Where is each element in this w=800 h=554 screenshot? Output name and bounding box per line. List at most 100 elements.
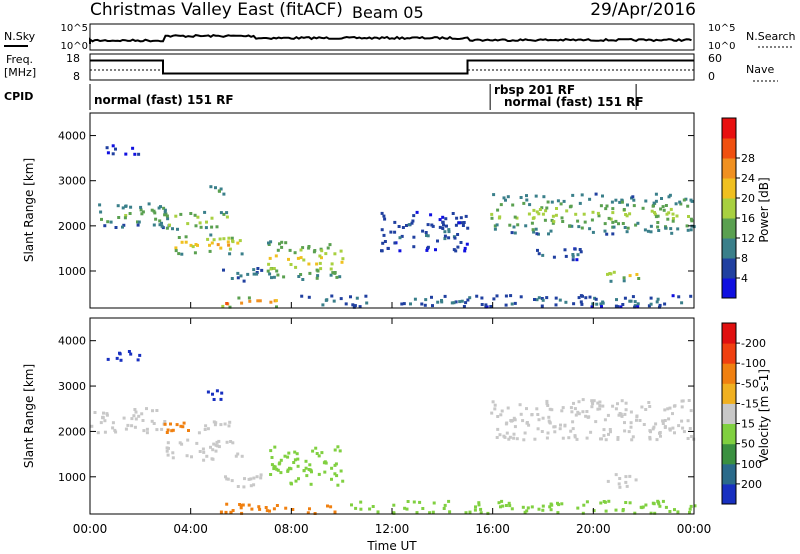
vel-cells-cell-432 [592, 509, 596, 513]
vel-cells-cell-209 [507, 437, 511, 441]
power-cells-cell-333 [582, 212, 586, 216]
vel-cells-cell-287 [525, 421, 529, 424]
vel-cells-cell-320 [558, 427, 562, 431]
power-cells-cell-61 [204, 226, 208, 230]
vel-cells-cell-375 [239, 506, 243, 510]
power-cells-cell-35 [137, 220, 141, 224]
vel-cells-cell-371 [618, 477, 622, 480]
power-cells-cell-87 [210, 241, 214, 245]
power-cells-cell-453 [689, 217, 693, 221]
power-cells-cell-364 [559, 202, 563, 206]
vel-cells-cell-491 [468, 510, 472, 514]
power-cells-cell-451 [538, 208, 542, 211]
power-cells-cell-516 [621, 303, 625, 306]
vel-cells-cell-42 [170, 429, 174, 433]
power-cells-cell-283 [510, 231, 514, 235]
power-cells-cell-358 [607, 216, 611, 220]
vel-cells-cell-41 [181, 425, 185, 429]
vel-cells-cell-160 [286, 468, 290, 472]
vel-cells-cell-444 [464, 511, 468, 515]
vel-cells-cell-382 [231, 509, 235, 512]
power-cells-cell-466 [552, 255, 556, 259]
power-axes-ytick-label-2: 3000 [58, 175, 86, 188]
power-cells-cell-23 [154, 217, 158, 221]
velocity-axes: 1000 2000 3000 4000 [58, 335, 694, 484]
power-cells-cell-97 [180, 240, 184, 244]
power-cells-cell-86 [236, 241, 240, 245]
vel-cells-cell-481 [599, 501, 603, 505]
vel-cells-cell-499 [119, 358, 123, 362]
power-cells-cell-229 [429, 213, 433, 217]
vel-cells-cell-120 [273, 445, 277, 449]
vel-cells-cell-459 [421, 507, 425, 510]
vel-cells-cell-112 [317, 472, 321, 476]
vel-cells-cell-201 [590, 405, 594, 409]
vel-cells-cell-501 [138, 353, 142, 357]
vel-cells-cell-309 [623, 429, 627, 433]
power-cells-cell-535 [509, 294, 513, 298]
power-cells-cell-299 [516, 223, 520, 227]
vel-cells-cell-416 [688, 510, 691, 514]
vel-cells-cell-149 [314, 446, 318, 450]
vel-cells-cell-412 [624, 501, 628, 504]
vel-cells-cell-166 [336, 445, 340, 449]
vel-cells-cell-348 [682, 430, 686, 434]
vel-cells-cell-496 [431, 510, 435, 514]
power-cells-cell-39 [121, 206, 125, 210]
vel-cells-cell-268 [661, 419, 665, 423]
vel-cells-cell-245 [627, 430, 631, 434]
vel-cells-cell-37 [113, 428, 117, 432]
power-cells-cell-367 [657, 229, 661, 232]
vel-cells-cell-241 [545, 402, 549, 406]
power-cells-cell-300 [544, 209, 548, 213]
power-cells-cell-540 [413, 297, 417, 301]
power-cells-cell-0 [103, 224, 107, 228]
power-cells-cell-253 [441, 227, 445, 230]
power-cells-cell-84 [218, 237, 222, 241]
vel-axes-ytick-label-1: 2000 [58, 425, 86, 438]
power-cells-cell-158 [320, 249, 324, 253]
power-cells-cell-569 [440, 299, 443, 302]
power-cells-cell-492 [454, 300, 458, 304]
power-cells-cell-64 [189, 212, 193, 215]
vel-cells-cell-195 [630, 438, 634, 442]
power-cells-cell-89 [174, 246, 178, 250]
power-cells-cell-564 [485, 305, 489, 309]
vel-cells-cell-115 [295, 452, 299, 456]
vel-cells-cell-345 [502, 434, 506, 438]
power-cells-cell-417 [528, 203, 532, 207]
power-colorbar: 4 8 12 16 20 24 28 [721, 117, 755, 299]
power-cells-cell-340 [669, 227, 673, 231]
power-cells-cell-222 [465, 242, 469, 246]
power-cells-cell-593 [344, 302, 348, 306]
vel-cells-cell-299 [677, 424, 681, 428]
power-cells-cell-202 [444, 217, 448, 221]
power-cells-cell-574 [615, 298, 618, 302]
vel-cells-cell-261 [581, 398, 585, 402]
vel-cells-cell-362 [608, 428, 612, 431]
power-cells-cell-512 [330, 294, 334, 298]
vel-cells-cell-173 [247, 477, 251, 481]
noise-tick-bottom-right: 10^0 [708, 41, 735, 52]
power-cells-cell-369 [550, 200, 554, 204]
vel-cells-cell-244 [577, 412, 581, 416]
power-cells-cell-511 [450, 301, 454, 305]
power-cells-cell-586 [480, 303, 484, 306]
power-cells-cell-162 [330, 262, 334, 266]
vel-cells-cell-90 [171, 456, 175, 460]
vel-cells-cell-349 [623, 421, 626, 425]
power-cells-cell-567 [513, 301, 517, 305]
power-cells-cell-54 [203, 210, 207, 214]
vel-cells-cell-335 [536, 427, 540, 431]
vel-cells-cell-384 [268, 509, 271, 513]
power-cells-cell-297 [590, 218, 594, 222]
vel-cells-cell-265 [584, 414, 588, 418]
vel-cells-cell-213 [671, 426, 675, 430]
power-cbar-tick-label-2: 12 [741, 232, 755, 245]
power-cells-cell-470 [571, 253, 575, 256]
vel-cells-cell-330 [644, 408, 648, 411]
power-cells-cell-50 [194, 224, 198, 228]
vel-cells-cell-385 [272, 507, 276, 511]
vel-cells-cell-153 [287, 451, 291, 455]
power-cells-cell-362 [670, 231, 674, 235]
